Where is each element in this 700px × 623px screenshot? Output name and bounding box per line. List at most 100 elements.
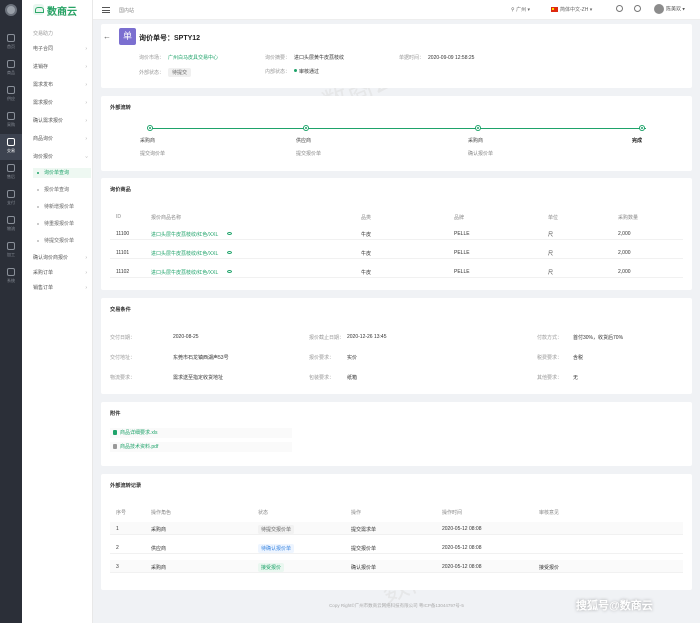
submenu-item[interactable]: 报价单查询: [33, 185, 91, 195]
table-cell-qty: 2,000: [618, 231, 631, 237]
rail-item[interactable]: 物流: [0, 212, 22, 238]
table-row: 3 采购商 接受报价 确认报价单 2020-05-12 08:08 接受报价: [110, 560, 683, 573]
rail-item-label: 加工: [7, 252, 15, 257]
module-icon: [7, 112, 15, 120]
eye-icon[interactable]: [227, 232, 232, 235]
progress-node-label: 采购商: [140, 138, 156, 144]
table-cell-unit: 尺: [548, 270, 554, 276]
field-label: 询价摘要：: [265, 55, 291, 61]
status-badge: 待提交: [168, 68, 192, 77]
chevron-right-icon: ›: [85, 136, 87, 142]
bell-icon[interactable]: [616, 5, 623, 12]
rail-item[interactable]: 首页: [0, 30, 22, 56]
avatar: [654, 4, 664, 14]
column-header: ID: [116, 214, 121, 220]
table-row: 2 供应商 待确认报价单 提交报价单 2020-05-12 08:08: [110, 541, 683, 554]
rail-item[interactable]: 供应: [0, 82, 22, 108]
attachment-file-xls[interactable]: 商品详细要求.xls: [110, 428, 292, 438]
table-cell-status: 接受报价: [258, 563, 285, 572]
progress-node-label: 完成: [632, 138, 643, 144]
table-cell-name[interactable]: 进口头层牛皮荔枝纹/红色/XXL: [151, 270, 219, 276]
attachment-file-pdf[interactable]: 商品技术资料.pdf: [110, 442, 292, 452]
inquiry-goods-card: 询价商品 ID 报价商品名称 品类 品牌 单位 采购数量 11100 进口头层牛皮荔枝纹/红…: [101, 178, 692, 290]
rail-item-label: 物流: [7, 226, 15, 231]
submenu-item[interactable]: 询价单查询: [33, 168, 91, 178]
headset-icon[interactable]: [634, 5, 641, 12]
condition-value: 2020-12-26 13:45: [347, 334, 387, 340]
progress-node: [304, 126, 308, 130]
table-cell-unit: 尺: [548, 232, 554, 238]
language-label: 简体中文-ZH: [560, 7, 589, 13]
rail-item[interactable]: 商品: [0, 56, 22, 82]
rail-item-label: 交易: [7, 148, 15, 153]
table-cell-role: 供应商: [151, 546, 167, 552]
menu-item[interactable]: 电子合同 ›: [33, 44, 89, 54]
submenu-item[interactable]: 待新增报价单: [33, 202, 91, 212]
rail-item[interactable]: 系统: [0, 264, 22, 290]
menu-item[interactable]: 确认需求报价 ›: [33, 116, 89, 126]
table-row: 11101 进口头层牛皮荔枝纹/红色/XXL 牛皮 PELLE 尺 2,000: [110, 246, 683, 259]
user-menu[interactable]: 陈美欢 ▾: [654, 4, 685, 14]
condition-value: 东莞市石龙镇西湖声53号: [173, 355, 229, 361]
menu-item[interactable]: 需求发布 ›: [33, 80, 89, 90]
table-row: 1 采购商 待提交报价单 提交需求单 2020-05-12 08:08: [110, 522, 683, 535]
menu-item[interactable]: 确认询价商报价 ›: [33, 253, 89, 263]
rail-item[interactable]: 售后: [0, 160, 22, 186]
progress-node: [148, 126, 152, 130]
table-cell-name[interactable]: 进口头层牛皮荔枝纹/红色/XXL: [151, 251, 219, 257]
column-header: 报价商品名称: [151, 215, 182, 221]
brand-name: 数商云: [47, 7, 77, 18]
table-cell-brand: PELLE: [454, 269, 470, 275]
order-header-card: ← 单 询价单号：SPTY12 询价市场： 广州白马皮具交易中心 询价摘要： 进口头…: [101, 24, 692, 88]
condition-label: 税费要求：: [537, 355, 563, 361]
rail-item[interactable]: 支付: [0, 186, 22, 212]
menu-title: 交易助力: [33, 31, 54, 37]
table-cell-qty: 2,000: [618, 269, 631, 275]
field-label: 单据时间：: [399, 55, 425, 61]
chevron-right-icon: ›: [85, 46, 87, 52]
table-cell-name[interactable]: 进口头层牛皮荔枝纹/红色/XXL: [151, 232, 219, 238]
table-cell-qty: 2,000: [618, 250, 631, 256]
table-row: 11100 进口头层牛皮荔枝纹/红色/XXL 牛皮 PELLE 尺 2,000: [110, 227, 683, 240]
menu-item[interactable]: 询价报价 ›: [33, 152, 89, 162]
rail-item[interactable]: 加工: [0, 238, 22, 264]
menu-item[interactable]: 需求报价 ›: [33, 98, 89, 108]
field-value: 广州白马皮具交易中心: [168, 55, 219, 61]
location-label: 广州: [516, 7, 527, 13]
menu-toggle-icon[interactable]: [102, 7, 110, 13]
external-status-field: 外部状态： 待提交: [139, 68, 192, 77]
trade-conditions-card: 交易条件 交付日期： 2020-08-25 报价截止日期： 2020-12-26 13…: [101, 298, 692, 394]
table-cell-id: 11102: [116, 269, 130, 275]
submenu-item[interactable]: 待提交报价单: [33, 236, 91, 246]
brand-subtitle: SHU SHANG CLOUD: [47, 14, 75, 17]
progress-track: [150, 128, 646, 129]
rail-item[interactable]: 交易: [0, 134, 22, 160]
chevron-right-icon: ›: [83, 156, 90, 158]
column-header: 序号: [116, 510, 127, 516]
progress-node-sub: 确认报价单: [468, 151, 494, 157]
column-header: 状态: [258, 510, 269, 516]
eye-icon[interactable]: [227, 251, 232, 254]
chevron-right-icon: ›: [85, 100, 87, 106]
language-selector[interactable]: 简体中文-ZH ▾: [551, 6, 592, 13]
location-selector[interactable]: ⚲ 广州 ▾: [511, 7, 530, 13]
menu-item[interactable]: 采购订单 ›: [33, 268, 89, 278]
condition-label: 报价截止日期：: [309, 335, 345, 341]
rail-item[interactable]: 采购: [0, 108, 22, 134]
field-label: 内部状态：: [265, 69, 291, 75]
progress-node: [640, 126, 644, 130]
back-arrow-icon[interactable]: ←: [103, 32, 111, 41]
table-cell-action: 确认报价单: [351, 565, 377, 571]
chevron-right-icon: ›: [85, 118, 87, 124]
corner-watermark: 搜狐号@数商云: [576, 600, 653, 612]
breadcrumb[interactable]: 国内站: [119, 8, 135, 14]
menu-item[interactable]: 商品询价 ›: [33, 134, 89, 144]
condition-label: 付款方式：: [537, 335, 563, 341]
submenu-item[interactable]: 待重报报价单: [33, 219, 91, 229]
progress-node-label: 供应商: [296, 138, 312, 144]
condition-value: 含税: [573, 355, 584, 361]
menu-item[interactable]: 进销存 ›: [33, 62, 89, 72]
rail-item-label: 支付: [7, 200, 15, 205]
menu-item[interactable]: 销售订单 ›: [33, 283, 89, 293]
eye-icon[interactable]: [227, 270, 232, 273]
